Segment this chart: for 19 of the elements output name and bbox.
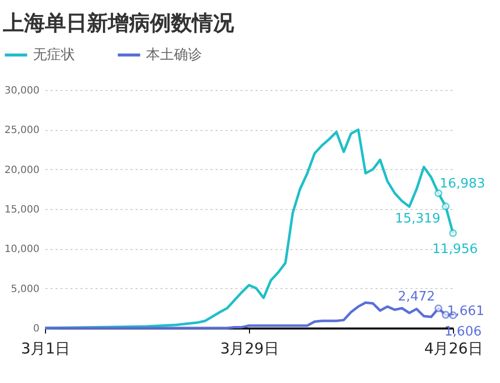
y-tick-label: 25,000 <box>4 125 40 136</box>
y-tick-label: 30,000 <box>4 86 40 96</box>
y-tick-label: 15,000 <box>4 204 40 216</box>
data-label: 2,472 <box>398 289 436 304</box>
data-label: 16,983 <box>440 176 486 192</box>
chart-title: 上海单日新增病例数情况 <box>2 11 235 35</box>
data-label: 15,319 <box>394 211 440 226</box>
legend-label: 无症状 <box>33 47 75 63</box>
x-tick-label: 3月1日 <box>20 340 70 358</box>
legend-label: 本土确诊 <box>146 47 202 63</box>
data-label: 1,606 <box>444 324 482 340</box>
y-tick-label: 20,000 <box>4 164 40 176</box>
data-label: 1,661 <box>447 304 484 319</box>
x-tick-label: 3月29日 <box>220 340 279 358</box>
y-tick-label: 10,000 <box>4 244 40 256</box>
x-tick-label: 4月26日 <box>424 340 483 358</box>
data-label: 11,956 <box>432 242 478 258</box>
y-tick-label: 0 <box>33 324 40 334</box>
y-tick-label: 5,000 <box>10 284 40 295</box>
